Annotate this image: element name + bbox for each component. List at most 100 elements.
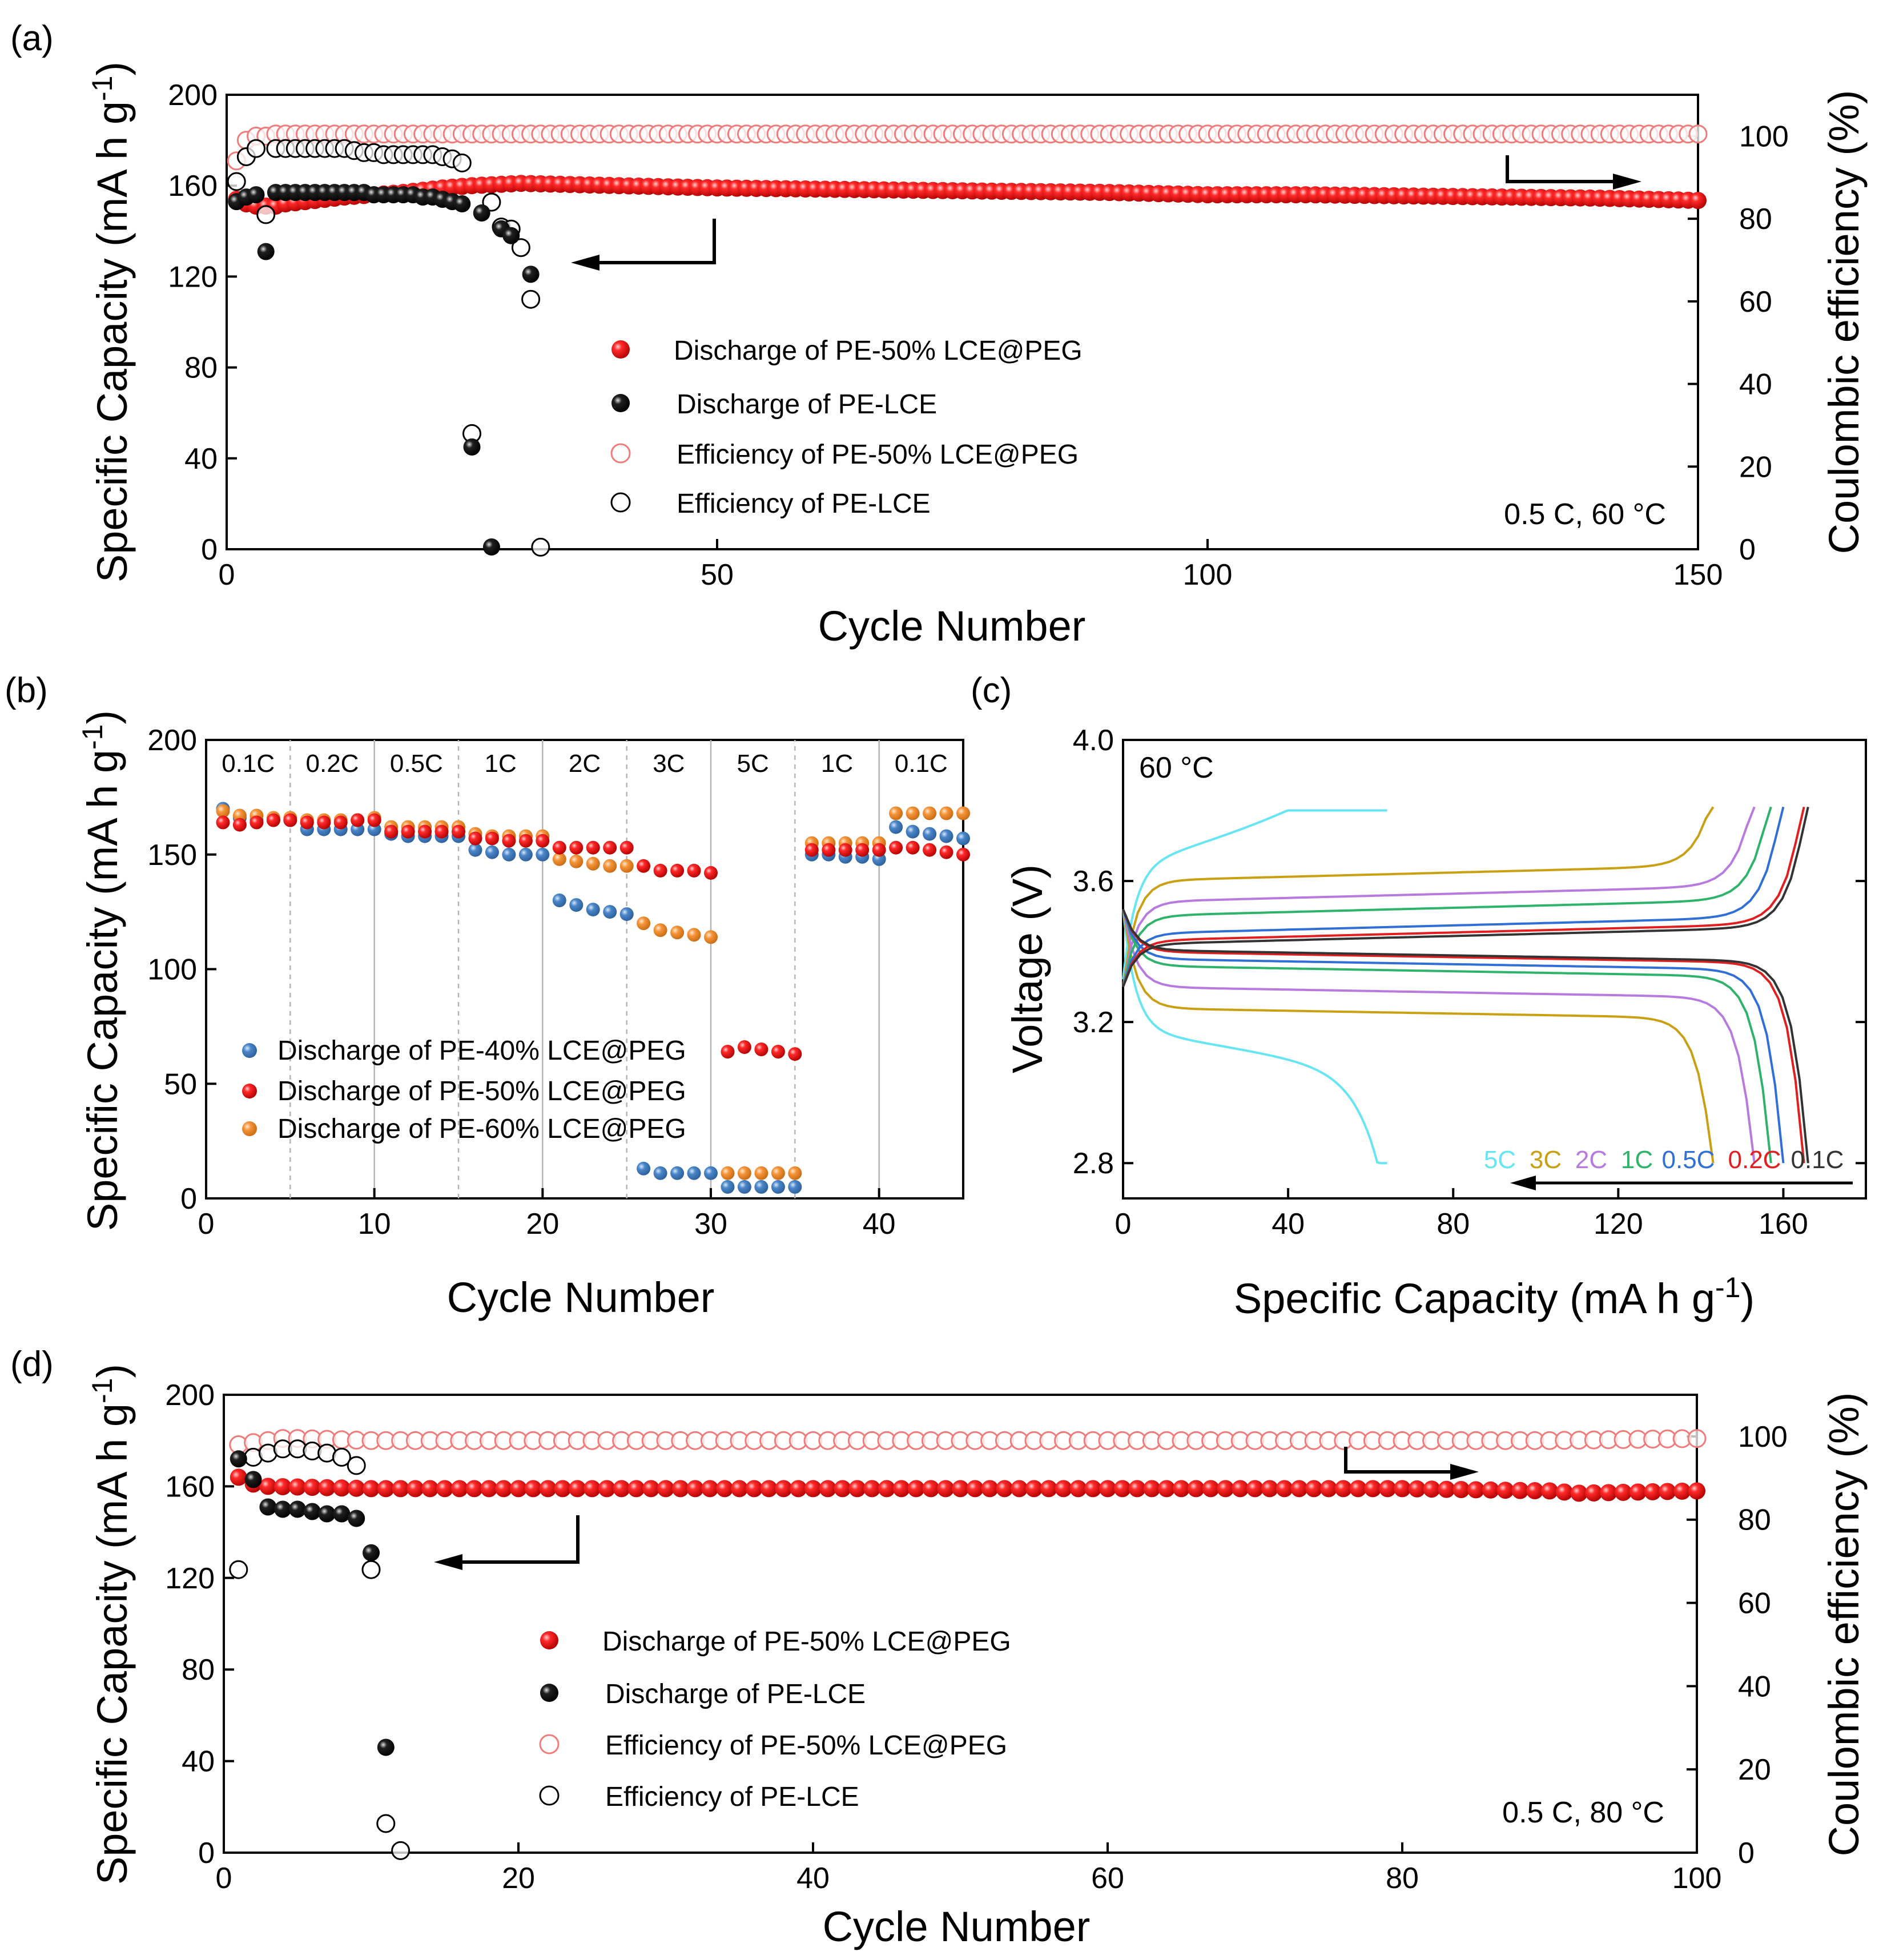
d-filled-red-point-11 — [377, 1480, 395, 1498]
b-series-1-point-4 — [266, 813, 280, 827]
d-filled-red-point-55 — [1025, 1480, 1043, 1498]
b-series-0-point-26 — [637, 1161, 651, 1176]
d-filled-red-point-17 — [465, 1480, 483, 1498]
curve-discharge-0.1C — [1122, 908, 1809, 1164]
axes-a: 0 50 100 150 0 40 80 120 160 200 0 20 40 60 80 100 — [168, 79, 1789, 591]
b-series-1-point-43 — [923, 843, 937, 857]
b-series-2-point-34 — [771, 1166, 785, 1180]
d-open-black-point-9 — [347, 1456, 366, 1475]
a-open-black-point-30 — [511, 238, 530, 257]
b-series-2-point-24 — [603, 859, 617, 873]
b-series-2-point-27 — [653, 923, 667, 937]
a-filled-black-point-26 — [473, 204, 490, 222]
y-axis-label-b-main: Specific Capacity (mA h g — [79, 750, 126, 1231]
x-axis-label-c-main: Specific Capacity (mA h g — [1234, 1275, 1715, 1322]
legend-b-label-0: Discharge of PE-40% LCE@PEG — [277, 1036, 686, 1066]
d-filled-red-point-56 — [1040, 1480, 1057, 1498]
b-series-1-point-12 — [401, 824, 415, 839]
legend-d-marker-2 — [539, 1734, 560, 1754]
d-filled-red-point-47 — [907, 1480, 925, 1498]
a-filled-red-point-150 — [1689, 192, 1707, 210]
d-filled-red-point-68 — [1217, 1480, 1234, 1498]
arrow-left-axis-a — [577, 219, 716, 264]
d-filled-red-point-63 — [1143, 1480, 1161, 1498]
d-filled-red-point-25 — [584, 1480, 601, 1498]
curve-charge-1C — [1122, 806, 1772, 987]
legend-b-marker-0 — [242, 1043, 257, 1058]
b-series-1-point-35 — [788, 1047, 802, 1061]
legend-d-label-3: Efficiency of PE-LCE — [605, 1782, 859, 1812]
curve-charge-0.1C — [1122, 806, 1809, 988]
y-tick-label-d-3: 120 — [165, 1562, 215, 1595]
arrow-right-axis-d — [1344, 1447, 1467, 1474]
b-series-2-point-42 — [906, 806, 920, 820]
b-series-0-point-34 — [771, 1180, 785, 1194]
x-tick-label-d-0: 0 — [216, 1862, 232, 1895]
legend-a: Discharge of PE-50% LCE@PEG Discharge of… — [610, 336, 1083, 519]
d-filled-red-point-38 — [775, 1480, 792, 1498]
d-filled-black-point-4 — [274, 1500, 292, 1518]
b-series-1-point-24 — [603, 840, 617, 855]
d-filled-red-point-42 — [834, 1480, 851, 1498]
b-series-1-point-29 — [687, 863, 701, 878]
d-open-black-point-8 — [332, 1447, 351, 1467]
y-tick-label-b-3: 150 — [147, 839, 197, 872]
a-filled-black-point-31 — [522, 265, 540, 283]
d-filled-black-point-3 — [259, 1498, 277, 1516]
rate-labels-b: 0.1C 0.2C 0.5C 1C 2C 3C 5C 1C 0.1C — [222, 750, 948, 778]
curve-discharge-1C — [1122, 908, 1772, 1164]
legend-d-label-0: Discharge of PE-50% LCE@PEG — [602, 1627, 1011, 1657]
curve-charge-3C — [1122, 806, 1715, 987]
y-tick-label-b-1: 50 — [164, 1068, 197, 1101]
curve-charge-2C — [1122, 806, 1756, 987]
d-open-black-point-10 — [361, 1560, 381, 1579]
b-series-1-point-39 — [855, 843, 870, 857]
d-filled-red-point-44 — [863, 1480, 881, 1498]
b-series-1-point-11 — [384, 824, 399, 839]
curve-discharge-0.5C — [1122, 908, 1785, 1164]
d-filled-red-point-1 — [230, 1468, 247, 1486]
y-tick-label-d-0: 0 — [198, 1837, 215, 1870]
d-filled-red-point-30 — [657, 1480, 674, 1498]
b-series-1-point-21 — [552, 840, 566, 855]
y2-tick-label-d-2: 40 — [1738, 1670, 1771, 1703]
y-axis-label-c: Voltage (V) — [1004, 864, 1051, 1073]
a-filled-black-point-27 — [482, 538, 500, 556]
d-filled-red-point-26 — [598, 1480, 615, 1498]
data-marks-a — [227, 124, 1708, 557]
b-series-1-point-13 — [418, 824, 432, 839]
b-series-0-point-18 — [502, 847, 516, 862]
x-tick-label-d-5: 100 — [1672, 1862, 1722, 1895]
rate-legend-c: 5C 3C 2C 1C 0.5C 0.2C 0.1C — [1484, 1146, 1844, 1174]
plot-frame-d — [223, 1394, 1698, 1854]
y-axis-label-b-sup: -1 — [77, 725, 108, 750]
d-filled-red-point-7 — [318, 1479, 336, 1496]
a-open-red-point-150 — [1688, 124, 1708, 144]
d-filled-red-point-18 — [480, 1480, 498, 1498]
b-series-0-point-31 — [721, 1180, 735, 1194]
y-axis-label-a: Specific Capacity (mA h g-1) — [86, 62, 136, 582]
condition-annotation-d: 0.5 C, 80 °C — [1502, 1796, 1664, 1829]
b-series-0-point-20 — [536, 847, 550, 862]
y-tick-label-a-2: 80 — [184, 352, 218, 385]
b-series-0-point-17 — [485, 845, 499, 859]
b-series-1-point-19 — [518, 834, 533, 848]
b-series-1-point-28 — [670, 863, 685, 878]
legend-a-label-2: Efficiency of PE-50% LCE@PEG — [677, 440, 1079, 470]
legend-b-marker-1 — [242, 1084, 257, 1098]
legend-d-marker-0 — [540, 1631, 558, 1649]
d-filled-red-point-61 — [1113, 1480, 1131, 1498]
panel-a: (a) 0 50 100 15004080120160200020406080100 … — [10, 19, 1868, 650]
x-tick-label-a-1: 50 — [701, 558, 734, 591]
b-series-2-point-33 — [754, 1166, 769, 1180]
d-filled-red-point-40 — [804, 1480, 822, 1498]
b-series-1-point-17 — [485, 831, 499, 846]
legend-a-marker-3 — [610, 492, 631, 513]
d-filled-red-point-62 — [1128, 1480, 1146, 1498]
d-filled-red-point-43 — [848, 1480, 866, 1498]
x-tick-label-d-4: 80 — [1386, 1862, 1419, 1895]
legend-d-marker-1 — [540, 1684, 558, 1702]
d-filled-red-point-3 — [259, 1478, 277, 1495]
d-open-black-point-11 — [376, 1814, 396, 1833]
b-series-0-point-24 — [603, 905, 617, 919]
